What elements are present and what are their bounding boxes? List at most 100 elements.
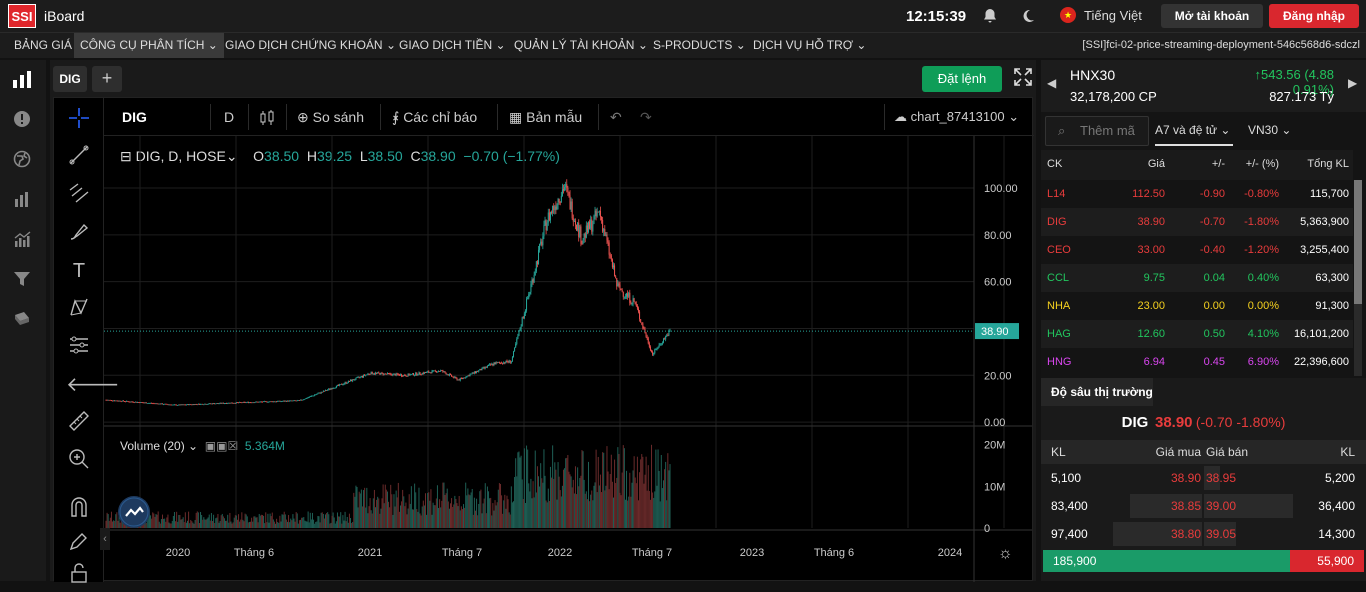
redo-icon[interactable]: ↷ [640, 109, 652, 125]
chevron-down-icon: ⌄ [495, 38, 506, 52]
tradingview-logo[interactable] [118, 496, 150, 528]
time-axis-label: Tháng 7 [632, 547, 672, 559]
trend-chart-icon[interactable] [11, 230, 33, 252]
open-account-button[interactable]: Mở tài khoản [1161, 4, 1263, 28]
menu-item-s-products[interactable]: S-PRODUCTS ⌄ [653, 38, 746, 52]
pattern-icon[interactable] [66, 296, 92, 322]
price-chart-canvas[interactable]: 0.00 20.00 60.00 80.00 100.00 0 10M 20M 2020 Thán… [104, 136, 1032, 582]
collapse-toolbar-icon[interactable]: ‹ [100, 528, 110, 550]
save-layout-button[interactable]: ☁ chart_87413100 ⌄ [894, 109, 1020, 124]
volume-bar [533, 497, 535, 528]
price-axis-label: 80.00 [984, 230, 1012, 242]
eye-icon[interactable]: ▣ [204, 439, 217, 453]
chart-tab-dig[interactable]: DIG [53, 66, 87, 92]
indicators-button[interactable]: ⨘ Các chỉ báo [392, 109, 478, 125]
crosshair-icon[interactable] [66, 106, 92, 132]
stats-icon[interactable] [11, 190, 33, 212]
menu-item-stock-trading[interactable]: GIAO DỊCH CHỨNG KHOÁN ⌄ [225, 38, 396, 52]
menu-item-price-board[interactable]: BẢNG GIÁ [14, 38, 73, 52]
arrow-left-icon[interactable]: 🡐 [66, 374, 120, 396]
brush-icon[interactable] [66, 220, 92, 246]
moon-icon[interactable] [1020, 8, 1036, 24]
zoom-in-icon[interactable] [66, 448, 92, 474]
candle-body [267, 402, 269, 403]
ruler-icon[interactable] [66, 410, 92, 436]
volume-bar [226, 520, 228, 528]
col-change[interactable]: +/- [1211, 158, 1225, 170]
time-axis-settings-icon[interactable]: ☼ [998, 545, 1013, 562]
volume-bar [381, 498, 383, 528]
place-order-button[interactable]: Đặt lệnh [922, 66, 1002, 92]
tab-market-depth[interactable]: Độ sâu thị trường [1041, 378, 1153, 406]
alert-icon[interactable] [11, 110, 33, 132]
login-button[interactable]: Đăng nhập [1269, 4, 1359, 28]
book-icon[interactable] [11, 310, 33, 332]
add-tab-button[interactable]: + [92, 66, 122, 92]
depth-row[interactable]: 97,400 38.80 39.05 14,300 [1041, 520, 1366, 548]
prediction-icon[interactable] [66, 334, 92, 360]
col-volume[interactable]: Tổng KL [1307, 158, 1349, 170]
volume-bar [300, 519, 302, 528]
legend-title[interactable]: DIG, D, HOSE [135, 148, 226, 164]
candle-body [568, 191, 570, 196]
add-symbol-input[interactable]: ⌕ Thêm mã [1045, 116, 1149, 146]
watchlist-scrollbar[interactable] [1354, 180, 1362, 376]
watchlist-row[interactable]: HNG 6.94 0.45 6.90% 22,396,600 [1041, 348, 1353, 376]
volume-bar [521, 479, 523, 528]
volume-bar [384, 484, 386, 528]
collapse-legend-icon[interactable]: ⊟ [120, 148, 132, 164]
interval-selector[interactable]: D [224, 109, 235, 125]
text-icon[interactable]: T [72, 260, 86, 282]
watchlist-row[interactable]: NHA 23.00 0.00 0.00% 91,300 [1041, 292, 1353, 320]
trend-line-icon[interactable] [66, 144, 92, 170]
chevron-down-icon: ⌄ [856, 38, 867, 52]
candle-body [154, 403, 156, 405]
volume-bar [668, 470, 670, 528]
watchlist-selector[interactable]: A7 và đệ tử ⌄ [1155, 123, 1231, 137]
compare-button[interactable]: ⊕ So sánh [297, 109, 364, 125]
symbol-search[interactable]: DIG [122, 109, 147, 125]
candle-body [489, 364, 491, 366]
candlestick-icon[interactable] [258, 98, 276, 136]
fib-retracement-icon[interactable] [66, 182, 92, 208]
watchlist-row[interactable]: CCL 9.75 0.04 0.40% 63,300 [1041, 264, 1353, 292]
ssi-logo[interactable]: SSI [8, 4, 36, 28]
candle-body [635, 304, 637, 306]
globe-icon[interactable] [11, 150, 33, 172]
volume-bar [660, 455, 662, 528]
undo-icon[interactable]: ↶ [610, 109, 622, 125]
volume-bar [553, 478, 555, 528]
depth-row[interactable]: 5,100 38.90 38.95 5,200 [1041, 464, 1366, 492]
settings-small-icon[interactable]: ▣ [216, 439, 228, 453]
volume-label[interactable]: Volume (20) [120, 439, 185, 453]
bell-icon[interactable] [982, 8, 998, 24]
menu-item-account-management[interactable]: QUẢN LÝ TÀI KHOẢN ⌄ [514, 38, 648, 52]
watchlist-row[interactable]: L14 112.50 -0.90 -0.80% 115,700 [1041, 180, 1353, 208]
lock-icon[interactable] [66, 562, 92, 588]
volume-bar [236, 519, 238, 528]
menu-item-analysis-tools[interactable]: CÔNG CỤ PHÂN TÍCH ⌄ [74, 33, 224, 58]
magnet-icon[interactable] [66, 496, 92, 522]
volume-bar [406, 514, 408, 528]
col-symbol[interactable]: CK [1047, 158, 1063, 170]
watchlist-row[interactable]: CEO 33.00 -0.40 -1.20% 3,255,400 [1041, 236, 1353, 264]
fullscreen-icon[interactable] [1012, 68, 1034, 90]
menu-item-support[interactable]: DỊCH VỤ HỖ TRỢ ⌄ [753, 38, 867, 52]
templates-button[interactable]: ▦ Bản mẫu [509, 109, 583, 125]
scrollbar-thumb[interactable] [1354, 180, 1362, 304]
group-selector[interactable]: VN30 ⌄ [1248, 123, 1292, 137]
prev-index-icon[interactable]: ◀ [1047, 76, 1057, 90]
pencil-lock-icon[interactable] [66, 530, 92, 556]
menu-item-cash-trading[interactable]: GIAO DỊCH TIỀN ⌄ [399, 38, 506, 52]
volume-bar [427, 493, 429, 528]
watchlist-row[interactable]: HAG 12.60 0.50 4.10% 16,101,200 [1041, 320, 1353, 348]
bar-chart-icon[interactable] [11, 70, 33, 92]
close-icon[interactable]: ☒ [227, 439, 239, 453]
col-change-pct[interactable]: +/- (%) [1245, 158, 1279, 170]
language-selector[interactable]: ★ Tiếng Việt [1060, 7, 1142, 23]
depth-row[interactable]: 83,400 38.85 39.00 36,400 [1041, 492, 1366, 520]
filter-icon[interactable] [11, 270, 33, 292]
next-index-icon[interactable]: ▶ [1348, 76, 1358, 90]
col-price[interactable]: Giá [1147, 158, 1165, 170]
watchlist-row[interactable]: DIG 38.90 -0.70 -1.80% 5,363,900 [1041, 208, 1353, 236]
